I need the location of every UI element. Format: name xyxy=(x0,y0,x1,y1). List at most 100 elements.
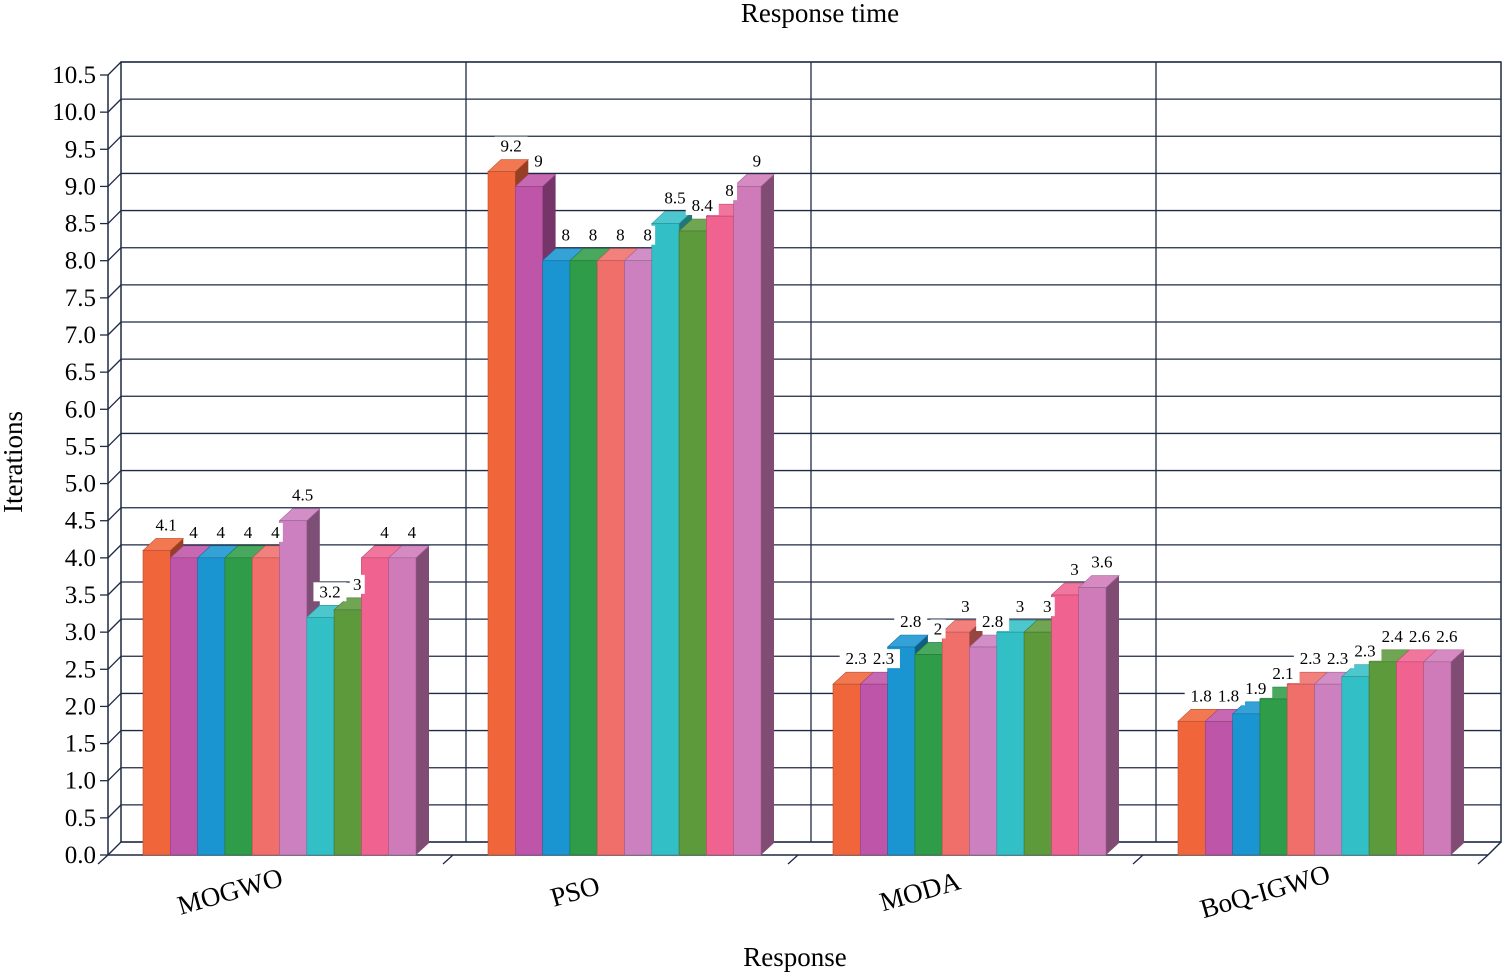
gridline-side xyxy=(107,655,122,670)
gridline-side xyxy=(107,432,122,447)
data-label: 9 xyxy=(534,151,543,170)
data-label-bg xyxy=(1293,649,1327,669)
data-label: 4 xyxy=(189,523,198,542)
x-tick-mark xyxy=(1477,854,1489,865)
gridline-side xyxy=(107,135,122,150)
data-label: 2.3 xyxy=(846,649,867,668)
data-label-bg xyxy=(1012,597,1028,617)
bar xyxy=(732,174,775,856)
data-label-bg xyxy=(1266,664,1300,683)
x-tick-mark xyxy=(1132,854,1144,865)
data-label: 8 xyxy=(616,226,625,245)
data-label: 2.1 xyxy=(1272,664,1293,683)
data-label: 3 xyxy=(1043,597,1052,616)
data-label: 8.4 xyxy=(692,196,714,215)
gridline-side xyxy=(107,210,122,225)
data-label-bg xyxy=(1375,626,1409,646)
y-tick-label: 9.0 xyxy=(65,173,96,200)
data-label: 1.8 xyxy=(1218,686,1239,705)
bar xyxy=(387,545,430,856)
data-label: 8 xyxy=(562,226,571,245)
data-label-bg xyxy=(267,522,283,542)
gridline-side xyxy=(107,321,122,336)
y-tick-label: 6.5 xyxy=(65,359,96,386)
data-label: 8.5 xyxy=(664,189,685,208)
bars xyxy=(142,159,1465,856)
data-label-bg xyxy=(839,649,873,669)
y-tick-label: 7.0 xyxy=(65,322,96,349)
data-label-bg xyxy=(1430,626,1464,646)
data-label-bg xyxy=(1239,678,1273,698)
data-label-bg xyxy=(722,181,738,201)
gridline-side xyxy=(107,61,122,76)
data-label: 4 xyxy=(271,523,280,542)
x-axis-title: Response xyxy=(743,942,847,972)
category-labels: MOGWO PSO MODA BoQ-IGWO xyxy=(174,859,1333,925)
category-label: MODA xyxy=(876,865,964,917)
x-tick-mark xyxy=(442,854,454,865)
data-label-bg xyxy=(149,515,183,535)
data-label-bg xyxy=(1184,686,1218,706)
data-label-bg xyxy=(658,188,692,208)
y-tick-label: 8.5 xyxy=(65,211,96,238)
data-label-bg xyxy=(1067,560,1083,579)
data-label: 3 xyxy=(1070,560,1079,579)
gridline-side xyxy=(107,98,122,113)
y-tick-label: 0.5 xyxy=(65,805,96,832)
data-label-bg xyxy=(313,582,347,602)
data-label: 8 xyxy=(643,226,652,245)
data-label-bg xyxy=(1039,597,1055,617)
data-label-bg xyxy=(377,522,393,542)
bar xyxy=(1422,649,1465,856)
data-label: 2.3 xyxy=(1300,649,1321,668)
data-label-bg xyxy=(1348,641,1382,661)
data-label-bg xyxy=(957,597,973,617)
gridline-side xyxy=(107,692,122,707)
data-label-bg xyxy=(240,522,256,542)
gridline-side xyxy=(107,507,122,522)
y-tick-label: 2.0 xyxy=(65,693,96,720)
y-tick-label: 4.0 xyxy=(65,545,96,572)
y-tick-label: 3.5 xyxy=(65,582,96,609)
data-label: 3 xyxy=(961,597,970,616)
x-tick-mark xyxy=(787,854,799,865)
data-label-bg xyxy=(640,225,656,245)
gridline-side xyxy=(107,730,122,745)
data-label: 2.3 xyxy=(1327,649,1348,668)
data-label-bg xyxy=(1211,686,1245,706)
data-label-bg xyxy=(1321,649,1355,669)
data-label: 8 xyxy=(589,226,598,245)
data-label: 4.5 xyxy=(292,486,313,505)
data-label: 4 xyxy=(408,523,417,542)
data-label-bg xyxy=(286,485,320,505)
y-tick-label: 4.5 xyxy=(65,508,96,535)
data-label-bg xyxy=(213,522,229,542)
y-tick-label: 10.0 xyxy=(52,99,96,126)
gridline-side xyxy=(107,544,122,559)
bar xyxy=(1077,575,1120,856)
data-label: 2.3 xyxy=(873,649,894,668)
data-label: 2.4 xyxy=(1382,627,1404,646)
gridline-side xyxy=(107,581,122,596)
x-tick-mark xyxy=(97,854,109,865)
data-label: 2.6 xyxy=(1409,627,1430,646)
data-label: 4 xyxy=(380,523,389,542)
data-label-bg xyxy=(558,225,574,245)
category-label: BoQ-IGWO xyxy=(1197,859,1334,925)
data-label: 4.1 xyxy=(156,515,177,534)
data-label-bg xyxy=(1403,626,1437,646)
gridline-side xyxy=(107,247,122,262)
data-label: 2.6 xyxy=(1436,627,1457,646)
y-tick-label: 5.0 xyxy=(65,471,96,498)
data-label: 2.8 xyxy=(982,612,1003,631)
data-label-bg xyxy=(930,619,946,639)
gridline-side xyxy=(107,172,122,187)
y-tick-label: 0.0 xyxy=(65,842,96,869)
y-tick-label: 10.5 xyxy=(52,62,96,89)
y-tick-labels: 0.0 0.5 1.0 1.5 2.0 2.5 3.0 3.5 4.0 4.5 5.0 5.5 6.0 6… xyxy=(52,62,96,869)
data-label: 4 xyxy=(217,523,226,542)
data-label-bg xyxy=(749,151,765,171)
data-label: 9.2 xyxy=(501,137,522,156)
category-label: PSO xyxy=(547,870,603,912)
